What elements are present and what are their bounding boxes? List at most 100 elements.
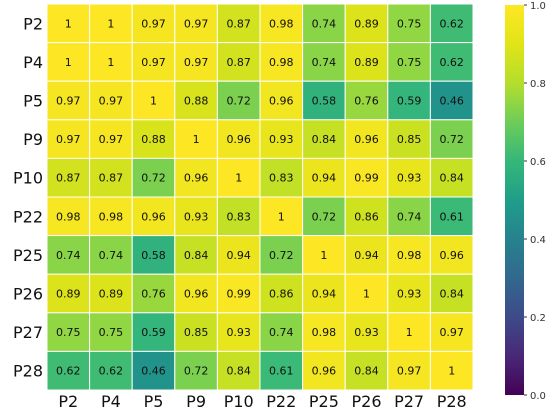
heatmap-cell — [89, 157, 133, 198]
cell-value-label: 1 — [406, 326, 413, 339]
colorbar-tick-label: 0.8 — [530, 79, 546, 90]
row-label: P2 — [23, 14, 43, 33]
cell-value-label: 0.97 — [397, 365, 422, 378]
row-label: P22 — [13, 207, 43, 226]
column-label: P22 — [266, 392, 296, 411]
heatmap-cell — [89, 80, 133, 121]
cell-value-label: 0.97 — [184, 56, 209, 69]
cell-value-label: 0.97 — [99, 133, 124, 146]
cell-value-label: 0.98 — [269, 17, 294, 30]
heatmap-cell — [429, 119, 474, 159]
column-label: P28 — [437, 392, 467, 411]
cell-value-label: 1 — [448, 365, 455, 378]
cell-value-label: 0.75 — [99, 326, 124, 339]
heatmap-cell — [174, 235, 218, 275]
cell-value-label: 0.98 — [312, 326, 337, 339]
column-label: P5 — [144, 392, 164, 411]
cell-value-label: 0.96 — [184, 172, 209, 185]
heatmap-cell — [259, 196, 304, 237]
cell-value-label: 0.75 — [56, 326, 81, 339]
heatmap-cell — [344, 235, 389, 275]
row-label: P28 — [13, 362, 43, 381]
heatmap-cell — [302, 235, 346, 275]
heatmap-cell — [344, 3, 389, 44]
cell-value-label: 0.87 — [99, 172, 124, 185]
cell-value-label: 0.72 — [226, 95, 251, 108]
cell-value-label: 0.85 — [184, 326, 209, 339]
cell-value-label: 0.96 — [354, 133, 379, 146]
heatmap-cell — [429, 80, 474, 121]
heatmap-cell — [302, 273, 346, 314]
cell-value-label: 0.94 — [354, 249, 379, 262]
cell-value-label: 0.84 — [354, 365, 379, 378]
cell-value-label: 0.96 — [312, 365, 337, 378]
cell-value-label: 0.46 — [141, 365, 166, 378]
heatmap-cell — [259, 235, 304, 275]
heatmap-cell — [46, 235, 91, 275]
cell-value-label: 0.88 — [184, 95, 209, 108]
row-label: P26 — [13, 285, 43, 304]
cell-value-label: 0.94 — [312, 288, 337, 301]
heatmap-cell — [387, 42, 431, 82]
cell-value-label: 1 — [363, 288, 370, 301]
heatmap-cell — [46, 350, 91, 391]
cell-value-label: 0.61 — [439, 210, 464, 223]
heatmap-cell — [131, 350, 176, 391]
cell-value-label: 0.97 — [56, 133, 81, 146]
cell-value-label: 1 — [107, 17, 114, 30]
heatmap-cell — [46, 3, 91, 44]
cell-value-label: 0.85 — [397, 133, 422, 146]
cell-value-label: 1 — [150, 95, 157, 108]
heatmap-cell — [302, 80, 346, 121]
cell-value-label: 0.74 — [312, 17, 337, 30]
heatmap-cell — [46, 196, 91, 237]
heatmap-cell — [89, 42, 133, 82]
heatmap-cell — [46, 119, 91, 159]
heatmap-cell — [174, 312, 218, 352]
cell-value-label: 0.96 — [439, 249, 464, 262]
cell-value-label: 0.76 — [141, 288, 166, 301]
heatmap-cell — [216, 312, 261, 352]
heatmap-cell — [89, 312, 133, 352]
cell-value-label: 0.83 — [269, 172, 294, 185]
cell-value-label: 0.58 — [141, 249, 166, 262]
row-tick-labels: P2 P4 P5 P9 P10 P22 P25 P26 P27 P28 — [13, 14, 43, 380]
cell-value-label: 1 — [65, 17, 72, 30]
cell-value-label: 0.94 — [226, 249, 251, 262]
heatmap-cell — [216, 273, 261, 314]
cell-value-label: 0.58 — [312, 95, 337, 108]
cell-value-label: 0.97 — [99, 95, 124, 108]
heatmap-cell — [259, 3, 304, 44]
colorbar-tick-label: 0.6 — [530, 157, 546, 168]
cell-value-label: 0.87 — [56, 172, 81, 185]
colorbar-tick-label: 0.0 — [530, 391, 546, 402]
cell-value-label: 0.96 — [269, 95, 294, 108]
heatmap-cell — [216, 157, 261, 198]
row-label: P9 — [23, 130, 43, 149]
cell-value-label: 0.72 — [141, 172, 166, 185]
heatmap-cell — [174, 273, 218, 314]
cell-value-label: 0.72 — [184, 365, 209, 378]
cell-value-label: 0.72 — [439, 133, 464, 146]
cell-value-label: 0.98 — [269, 56, 294, 69]
heatmap-cell — [387, 312, 431, 352]
cell-value-label: 0.74 — [56, 249, 81, 262]
cell-value-label: 1 — [320, 249, 327, 262]
column-label: P4 — [101, 392, 121, 411]
cell-value-label: 0.89 — [354, 17, 379, 30]
cell-value-label: 0.96 — [226, 133, 251, 146]
cell-value-label: 0.84 — [184, 249, 209, 262]
cell-value-label: 0.74 — [99, 249, 124, 262]
cell-value-label: 0.62 — [56, 365, 81, 378]
cell-value-label: 0.93 — [354, 326, 379, 339]
cell-value-label: 0.86 — [354, 210, 379, 223]
cell-value-label: 0.89 — [99, 288, 124, 301]
cell-value-label: 1 — [65, 56, 72, 69]
colorbar — [505, 5, 524, 395]
row-label: P5 — [23, 92, 43, 111]
column-label: P2 — [58, 392, 78, 411]
column-label: P10 — [224, 392, 254, 411]
cell-value-label: 0.86 — [269, 288, 294, 301]
heatmap-cell — [387, 350, 431, 391]
heatmap-cell — [131, 80, 176, 121]
